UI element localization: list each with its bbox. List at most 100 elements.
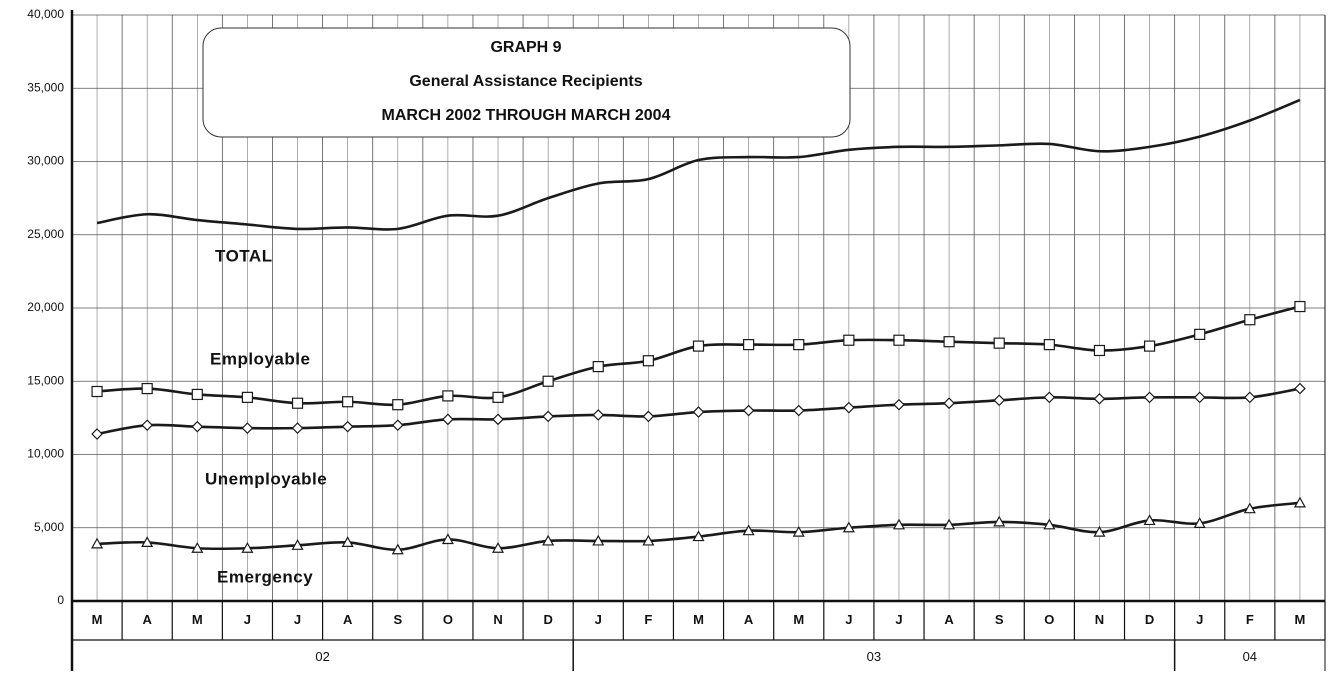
point-marker	[542, 375, 554, 387]
point-marker	[341, 420, 354, 433]
point-marker	[91, 385, 103, 398]
x-tick-label: O	[443, 612, 453, 627]
point-marker	[1194, 328, 1206, 340]
point-marker	[993, 394, 1006, 407]
x-tick-label: F	[1246, 612, 1254, 627]
point-marker	[1143, 514, 1156, 526]
point-marker	[241, 542, 254, 553]
series-label: Unemployable	[205, 469, 327, 488]
point-marker	[592, 534, 605, 546]
year-label: 02	[315, 649, 329, 664]
point-marker	[842, 521, 855, 533]
y-tick-label: 0	[57, 593, 64, 607]
point-marker	[1143, 391, 1156, 404]
point-marker	[542, 410, 554, 423]
point-marker	[692, 340, 705, 352]
year-label: 04	[1243, 649, 1257, 664]
point-marker	[1043, 391, 1056, 404]
point-marker	[1143, 340, 1156, 352]
point-marker	[492, 391, 504, 403]
point-marker	[442, 390, 454, 402]
point-marker	[1243, 502, 1256, 514]
point-marker	[792, 525, 805, 537]
point-marker	[492, 413, 504, 426]
point-marker	[492, 542, 505, 553]
point-marker	[793, 339, 805, 351]
point-marker	[1294, 300, 1306, 313]
point-marker	[592, 409, 605, 421]
x-tick-label: D	[543, 612, 552, 627]
chart-subtitle: General Assistance Recipients	[409, 73, 642, 90]
point-marker	[1243, 391, 1256, 404]
point-marker	[1093, 344, 1106, 357]
x-tick-label: N	[1095, 612, 1104, 627]
x-tick-label: S	[995, 612, 1004, 627]
point-marker	[1193, 517, 1206, 528]
x-tick-label: M	[192, 612, 203, 627]
point-marker	[191, 542, 204, 553]
point-marker	[642, 410, 655, 423]
point-marker	[893, 398, 905, 411]
point-marker	[291, 422, 304, 434]
point-marker	[291, 397, 304, 409]
point-marker	[291, 539, 304, 550]
x-tick-label: M	[92, 612, 103, 627]
point-marker	[1293, 496, 1306, 508]
point-marker	[742, 524, 755, 536]
point-marker	[993, 515, 1006, 527]
point-marker	[542, 534, 555, 546]
point-marker	[592, 361, 604, 373]
point-marker	[993, 337, 1005, 349]
y-tick-label: 25,000	[27, 227, 64, 241]
x-tick-label: J	[1196, 612, 1203, 627]
title-box	[202, 27, 851, 138]
point-marker	[241, 422, 254, 434]
point-marker	[642, 534, 655, 546]
x-tick-label: J	[595, 612, 602, 627]
point-marker	[743, 339, 755, 351]
series-label: Emergency	[217, 567, 313, 586]
point-marker	[191, 420, 204, 433]
point-marker	[692, 530, 705, 542]
x-tick-label: A	[343, 612, 353, 627]
point-marker	[441, 533, 454, 545]
point-marker	[843, 401, 855, 414]
point-marker	[341, 536, 354, 548]
point-marker	[1244, 314, 1256, 326]
x-tick-label: D	[1145, 612, 1154, 627]
point-marker	[91, 428, 103, 440]
point-marker	[1294, 382, 1306, 395]
point-marker	[1043, 339, 1055, 351]
y-tick-label: 35,000	[27, 80, 64, 94]
point-marker	[892, 518, 905, 530]
y-tick-label: 15,000	[27, 373, 64, 387]
point-marker	[442, 413, 454, 426]
x-tick-label: J	[895, 612, 902, 627]
series-label: TOTAL	[215, 246, 273, 265]
x-tick-label: J	[294, 612, 301, 627]
point-marker	[943, 336, 955, 348]
point-marker	[1093, 392, 1106, 405]
point-marker	[391, 543, 404, 555]
y-tick-label: 40,000	[27, 7, 64, 21]
y-tick-label: 20,000	[27, 300, 64, 314]
point-marker	[342, 396, 354, 408]
y-tick-label: 30,000	[27, 154, 64, 168]
x-tick-label: M	[793, 612, 804, 627]
x-tick-label: J	[845, 612, 852, 627]
year-label: 03	[867, 649, 881, 664]
x-tick-label: A	[142, 612, 152, 627]
point-marker	[141, 419, 154, 432]
point-marker	[91, 537, 104, 549]
point-marker	[642, 355, 654, 367]
point-marker	[792, 404, 805, 417]
point-marker	[1043, 518, 1056, 530]
point-marker	[241, 391, 254, 403]
point-marker	[392, 399, 404, 411]
point-marker	[141, 382, 153, 395]
x-tick-label: J	[244, 612, 251, 627]
point-marker	[391, 419, 404, 432]
point-marker	[1093, 525, 1106, 537]
